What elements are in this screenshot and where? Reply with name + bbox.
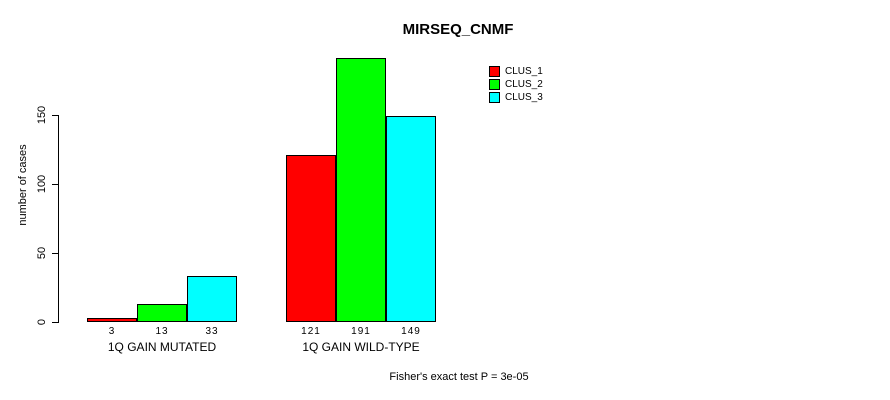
bar-value-label-clus_2-group2: 191 bbox=[351, 326, 371, 337]
y-axis-label: number of cases bbox=[17, 144, 29, 226]
annotation-text: Fisher's exact test P = 3e-05 bbox=[389, 371, 529, 383]
y-tick-0 bbox=[52, 321, 59, 323]
y-tick-50 bbox=[52, 252, 59, 254]
bar-clus_2-group2 bbox=[336, 58, 386, 322]
legend-label-clus_3: CLUS_3 bbox=[505, 91, 543, 103]
y-tick-label-50: 50 bbox=[36, 246, 48, 260]
legend: CLUS_1 CLUS_2 CLUS_3 bbox=[489, 65, 543, 103]
bar-clus_3-group2 bbox=[386, 116, 436, 322]
bar-value-label-clus_3-group2: 149 bbox=[401, 326, 421, 337]
category-label-1q-gain-mutated: 1Q GAIN MUTATED bbox=[107, 340, 217, 354]
legend-row-clus_2: CLUS_2 bbox=[489, 78, 543, 90]
legend-label-clus_1: CLUS_1 bbox=[505, 65, 543, 77]
y-tick-label-0: 0 bbox=[36, 318, 48, 326]
y-tick-100 bbox=[52, 183, 59, 185]
legend-label-clus_2: CLUS_2 bbox=[505, 78, 543, 90]
bar-clus_1-group2 bbox=[286, 155, 336, 322]
y-tick-label-100: 100 bbox=[36, 174, 48, 194]
legend-row-clus_3: CLUS_3 bbox=[489, 91, 543, 103]
bar-value-label-clus_2-group1: 13 bbox=[155, 326, 169, 337]
legend-row-clus_1: CLUS_1 bbox=[489, 65, 543, 77]
bar-value-label-clus_1-group2: 121 bbox=[301, 326, 321, 337]
legend-swatch-clus_3 bbox=[489, 91, 500, 103]
y-tick-150 bbox=[52, 114, 59, 116]
category-label-1q-gain-wild-type: 1Q GAIN WILD-TYPE bbox=[302, 340, 420, 354]
bar-clus_1-group1 bbox=[87, 318, 137, 322]
legend-swatch-clus_1 bbox=[489, 65, 500, 77]
legend-swatch-clus_2 bbox=[489, 78, 500, 90]
chart-title: MIRSEQ_CNMF bbox=[402, 21, 514, 38]
bar-clus_2-group1 bbox=[137, 304, 187, 322]
y-axis-line bbox=[58, 115, 59, 322]
bar-value-label-clus_3-group1: 33 bbox=[205, 326, 219, 337]
bar-value-label-clus_1-group1: 3 bbox=[108, 326, 116, 337]
bar-clus_3-group1 bbox=[187, 276, 237, 322]
y-tick-label-150: 150 bbox=[36, 105, 48, 125]
